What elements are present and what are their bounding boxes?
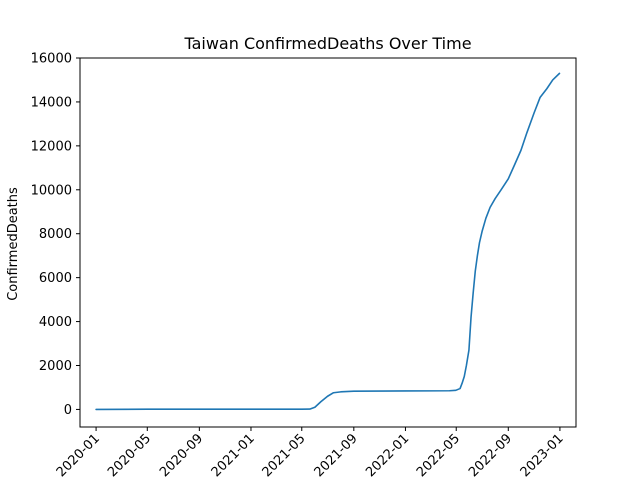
x-tick-label: 2020-09 (157, 431, 206, 480)
x-tick-label: 2022-01 (363, 431, 412, 480)
x-tick-label: 2021-05 (260, 431, 309, 480)
x-tick-label: 2022-09 (466, 431, 515, 480)
chart-title: Taiwan ConfirmedDeaths Over Time (183, 34, 471, 53)
x-tick-label: 2020-01 (54, 431, 103, 480)
plot-layer: 0 2000 4000 6000 8000 10000 12000 14000 16000 202… (31, 52, 567, 480)
y-tick-label: 4000 (39, 315, 72, 330)
y-tick-label: 16000 (31, 52, 72, 67)
y-tick-label: 2000 (39, 359, 72, 374)
x-tick-label: 2020-05 (105, 431, 154, 480)
x-tick-label: 2021-01 (209, 431, 258, 480)
x-tick-label: 2023-01 (518, 431, 567, 480)
y-tick-label: 8000 (39, 227, 72, 242)
x-tick-label: 2021-09 (312, 431, 361, 480)
y-tick-label: 10000 (31, 183, 72, 198)
x-tick-label: 2022-05 (414, 431, 463, 480)
y-tick-label: 14000 (31, 95, 72, 110)
y-tick-label: 12000 (31, 139, 72, 154)
plot-frame (79, 57, 577, 428)
series-line (95, 72, 561, 411)
y-axis-label: ConfirmedDeaths (6, 187, 21, 301)
y-tick-label: 6000 (39, 271, 72, 286)
y-tick-label: 0 (64, 403, 72, 418)
